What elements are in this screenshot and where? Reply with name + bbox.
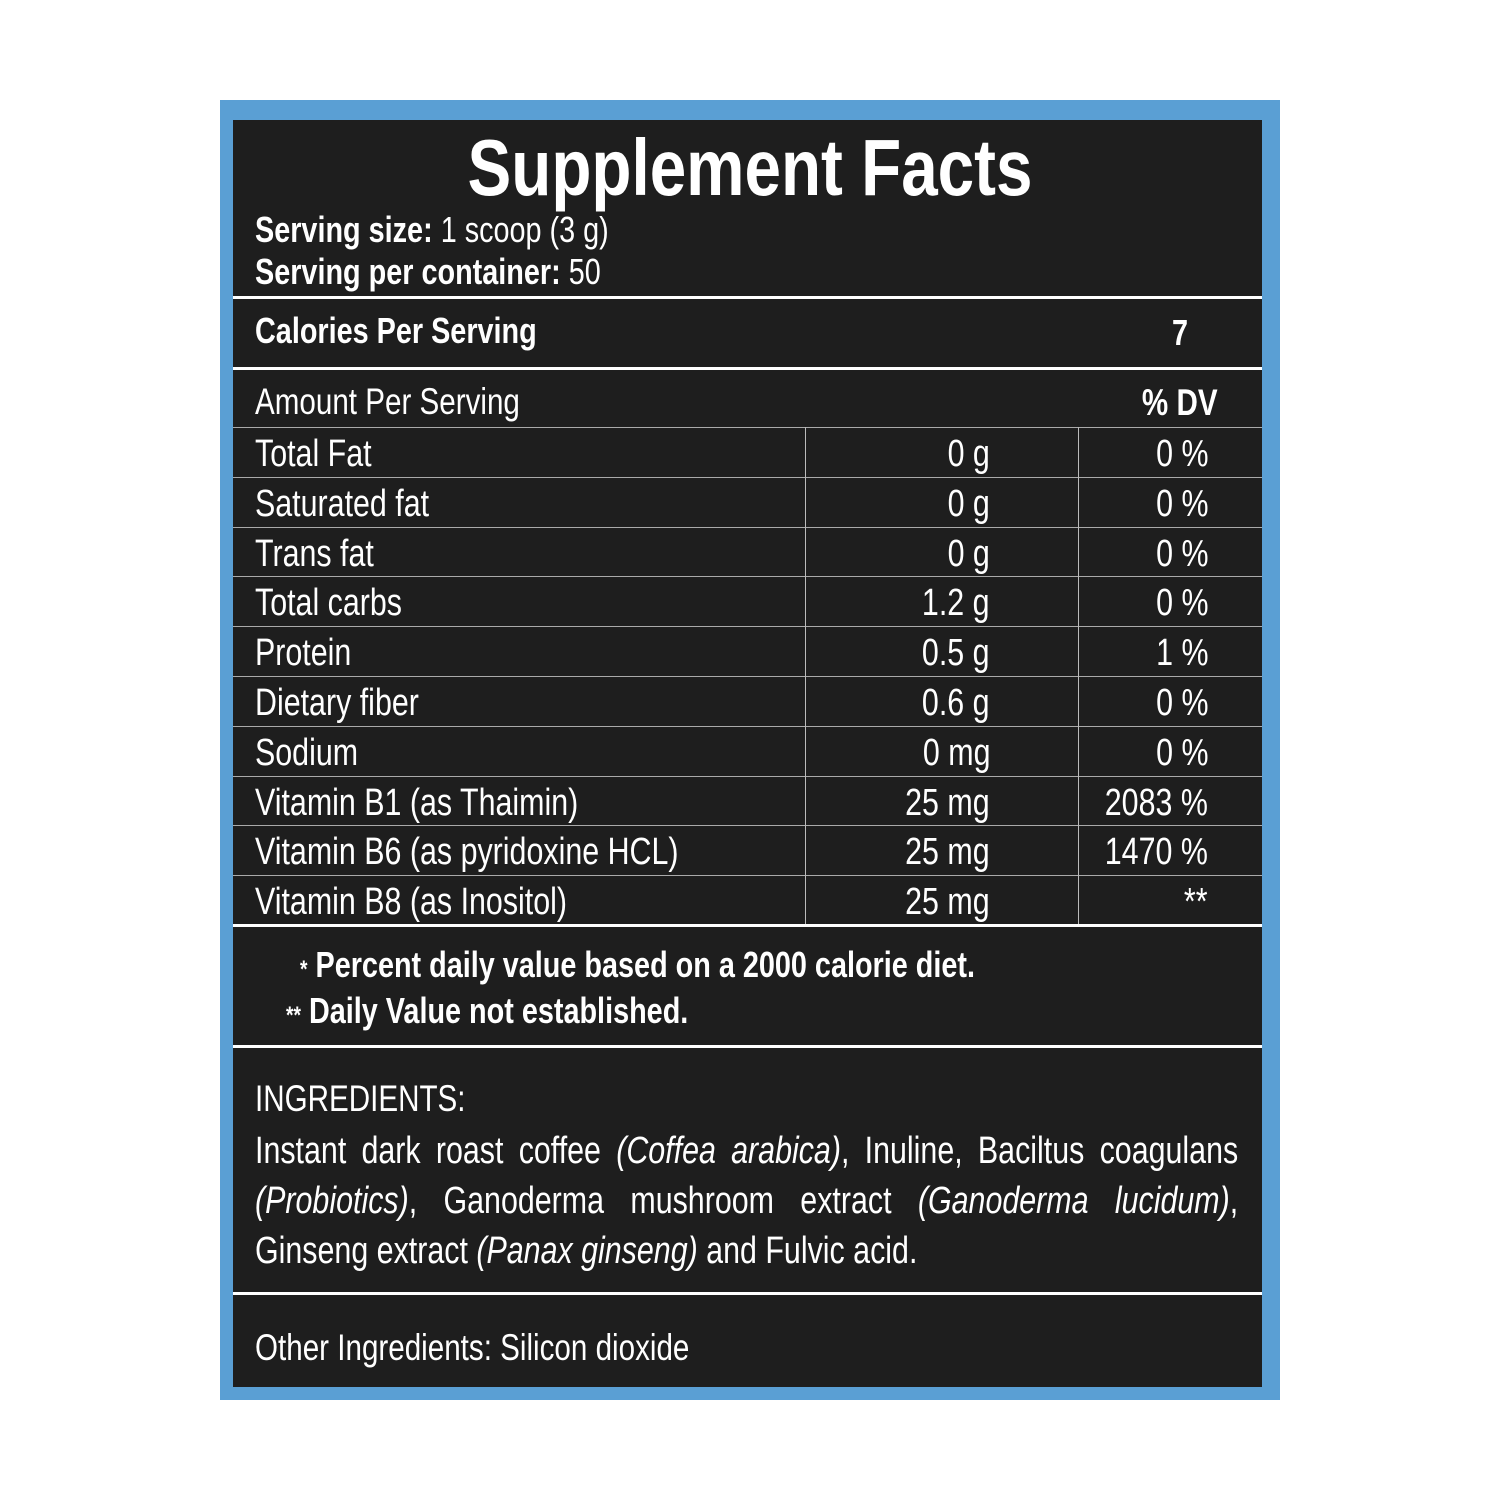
nutrient-amount: 0.5 g xyxy=(922,632,990,675)
footnote-text: Daily Value not established. xyxy=(308,990,689,1031)
nutrient-amount: 1.2 g xyxy=(922,582,990,625)
nutrient-name: Sodium xyxy=(255,731,359,774)
divider xyxy=(233,1292,1262,1295)
ingredient-segment: (Panax ginseng) xyxy=(476,1230,698,1272)
footnote-2: ** Daily Value not established. xyxy=(286,993,688,1029)
calories-value: 7 xyxy=(1171,312,1188,353)
nutrient-name: Vitamin B1 (as Thaimin) xyxy=(255,781,579,824)
serving-size: Serving size: 1 scoop (3 g) xyxy=(255,212,609,248)
ingredient-segment: (Coffea arabica) xyxy=(616,1130,841,1172)
ingredient-segment: (Probiotics) xyxy=(255,1180,409,1222)
servings-value: 50 xyxy=(568,251,601,292)
row-divider xyxy=(233,626,1262,627)
amount-header: Amount Per Serving xyxy=(255,381,520,422)
footnote-mark: * xyxy=(300,956,308,983)
servings-label: Serving per container: xyxy=(255,251,561,292)
divider xyxy=(233,296,1262,299)
nutrient-amount: 0 g xyxy=(947,433,990,475)
nutrient-amount: 25 mg xyxy=(905,781,991,824)
divider xyxy=(233,924,1262,927)
supplement-facts-panel xyxy=(233,120,1262,1387)
nutrient-dv: 0 % xyxy=(1155,582,1208,625)
nutrient-name: Trans fat xyxy=(255,532,374,575)
calories-label: Calories Per Serving xyxy=(255,310,537,351)
servings-per-container: Serving per container: 50 xyxy=(255,254,601,290)
row-divider xyxy=(233,477,1262,478)
dv-header: % DV xyxy=(1142,382,1218,423)
nutrient-amount: 0 mg xyxy=(922,731,990,774)
ingredients-heading: INGREDIENTS: xyxy=(255,1078,466,1119)
nutrient-dv: 1 % xyxy=(1155,632,1208,675)
divider xyxy=(233,367,1262,370)
footnote-1: * Percent daily value based on a 2000 ca… xyxy=(300,947,975,983)
row-divider xyxy=(233,576,1262,577)
footnote-mark: ** xyxy=(286,1002,301,1029)
nutrient-name: Protein xyxy=(255,632,352,675)
ingredient-segment: , Ganoderma mushroom extract xyxy=(408,1180,918,1222)
nutrient-dv: 1470 % xyxy=(1104,831,1208,874)
column-divider xyxy=(805,427,806,924)
ingredient-segment: , Inuline, Baciltus coagulans xyxy=(840,1130,1239,1172)
nutrient-dv: 0 % xyxy=(1155,731,1208,774)
nutrient-dv: 0 % xyxy=(1155,482,1208,525)
nutrient-name: Total carbs xyxy=(255,582,402,625)
nutrient-name: Dietary fiber xyxy=(255,682,419,724)
ingredient-segment: and Fulvic acid. xyxy=(697,1230,918,1272)
other-ingredients: Other Ingredients: Silicon dioxide xyxy=(255,1327,690,1368)
ingredient-segment: Instant dark roast coffee xyxy=(255,1130,617,1172)
nutrient-name: Vitamin B6 (as pyridoxine HCL) xyxy=(255,831,679,874)
nutrient-amount: 0.6 g xyxy=(922,682,990,724)
footnote-text: Percent daily value based on a 2000 calo… xyxy=(315,944,975,985)
row-divider xyxy=(233,825,1262,826)
serving-size-label: Serving size: xyxy=(255,209,433,250)
row-divider xyxy=(233,527,1262,528)
nutrient-amount: 25 mg xyxy=(905,831,991,874)
row-divider xyxy=(233,726,1262,727)
row-divider xyxy=(233,776,1262,777)
row-divider xyxy=(233,676,1262,677)
divider xyxy=(233,1045,1262,1048)
nutrient-amount: 0 g xyxy=(947,532,990,575)
nutrient-amount: 25 mg xyxy=(905,881,991,924)
column-divider xyxy=(1078,427,1079,924)
ingredient-segment: , Ginseng extract xyxy=(255,1180,1239,1272)
row-divider xyxy=(233,427,1262,428)
nutrient-name: Vitamin B8 (as Inositol) xyxy=(255,881,568,924)
nutrient-name: Saturated fat xyxy=(255,482,430,525)
nutrient-dv: ** xyxy=(1184,881,1208,924)
nutrient-amount: 0 g xyxy=(947,482,990,525)
row-divider xyxy=(233,875,1262,876)
nutrient-dv: 0 % xyxy=(1155,433,1208,475)
serving-size-value: 1 scoop (3 g) xyxy=(440,209,609,250)
nutrient-dv: 0 % xyxy=(1155,532,1208,575)
nutrient-dv: 2083 % xyxy=(1104,781,1208,824)
ingredient-segment: (Ganoderma lucidum) xyxy=(917,1180,1230,1222)
nutrient-name: Total Fat xyxy=(255,433,372,475)
title: Supplement Facts xyxy=(467,123,1033,212)
nutrient-dv: 0 % xyxy=(1155,682,1208,724)
ingredients-text: Instant dark roast coffee (Coffea arabic… xyxy=(255,1126,1238,1276)
